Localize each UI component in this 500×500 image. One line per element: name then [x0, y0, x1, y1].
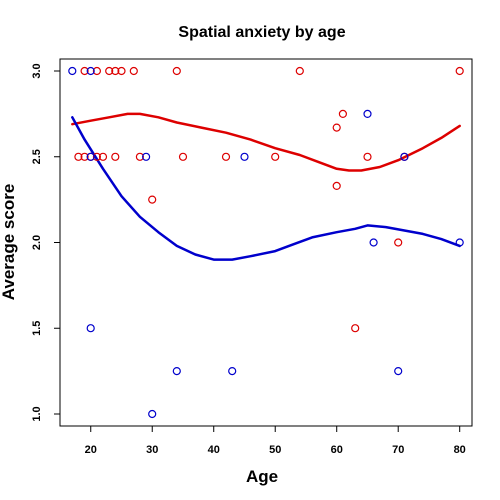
x-tick-label: 20	[85, 444, 97, 456]
data-point-series-2	[363, 109, 372, 119]
plot-area: 20 30 40 50 60 70 80 1.0 1.5 2.0 2.5 3.0	[31, 58, 473, 456]
data-points	[68, 66, 464, 419]
y-tick-label: 2.5	[31, 149, 43, 164]
data-point-series-2	[148, 409, 157, 419]
data-point-series-1	[394, 238, 403, 247]
data-point-series-1	[80, 66, 89, 76]
data-point-series-1	[221, 152, 231, 161]
x-tick-label: 30	[146, 444, 158, 456]
data-point-series-1	[295, 66, 304, 76]
data-point-series-1	[111, 66, 120, 76]
data-point-series-2	[172, 367, 181, 376]
data-point-series-2	[228, 367, 237, 376]
data-point-series-1	[92, 152, 102, 161]
data-point-series-1	[74, 152, 83, 161]
smooth-line-1	[71, 112, 461, 172]
y-tick-label: 2.0	[31, 235, 43, 250]
data-point-series-1	[338, 109, 347, 119]
x-tick-label: 40	[208, 444, 220, 456]
data-point-series-2	[142, 152, 151, 161]
y-axis-label: Average score	[0, 184, 18, 301]
data-point-series-1	[172, 66, 181, 76]
x-tick-label: 60	[331, 444, 343, 456]
data-point-series-1	[135, 152, 144, 161]
data-point-series-2	[86, 324, 95, 333]
data-point-series-1	[332, 181, 341, 190]
data-point-series-1	[111, 152, 120, 161]
data-point-series-2	[86, 152, 95, 161]
data-point-series-1	[92, 66, 102, 76]
data-point-series-2	[369, 238, 378, 247]
x-axis-label: Age	[246, 467, 278, 486]
x-tick-label: 70	[392, 444, 404, 456]
chart-title: Spatial anxiety by age	[178, 24, 345, 41]
data-point-series-1	[178, 152, 188, 161]
y-tick-label: 1.0	[31, 406, 43, 421]
data-point-series-2	[68, 66, 77, 76]
data-point-series-1	[129, 66, 138, 76]
smooth-line-2	[71, 116, 461, 261]
data-point-series-1	[80, 152, 89, 161]
data-point-series-1	[363, 152, 372, 161]
x-tick-label: 80	[454, 444, 466, 456]
data-point-series-1	[148, 195, 157, 204]
data-point-series-2	[455, 238, 464, 247]
data-point-series-2	[240, 152, 249, 161]
x-tick-label: 50	[269, 444, 281, 456]
data-point-series-1	[105, 66, 114, 76]
smooth-lines	[71, 112, 461, 261]
y-axis: 1.0 1.5 2.0 2.5 3.0	[31, 63, 60, 422]
data-point-series-2	[400, 152, 409, 161]
data-point-series-1	[332, 123, 341, 132]
data-point-series-2	[86, 66, 95, 76]
data-point-series-1	[351, 324, 360, 333]
data-point-series-1	[455, 66, 464, 76]
y-tick-label: 3.0	[31, 63, 43, 78]
x-axis: 20 30 40 50 60 70 80	[85, 426, 466, 456]
y-tick-label: 1.5	[31, 321, 43, 336]
data-point-series-2	[394, 367, 403, 376]
data-point-series-1	[98, 152, 108, 161]
data-point-series-1	[117, 66, 126, 76]
data-point-series-1	[271, 152, 280, 161]
